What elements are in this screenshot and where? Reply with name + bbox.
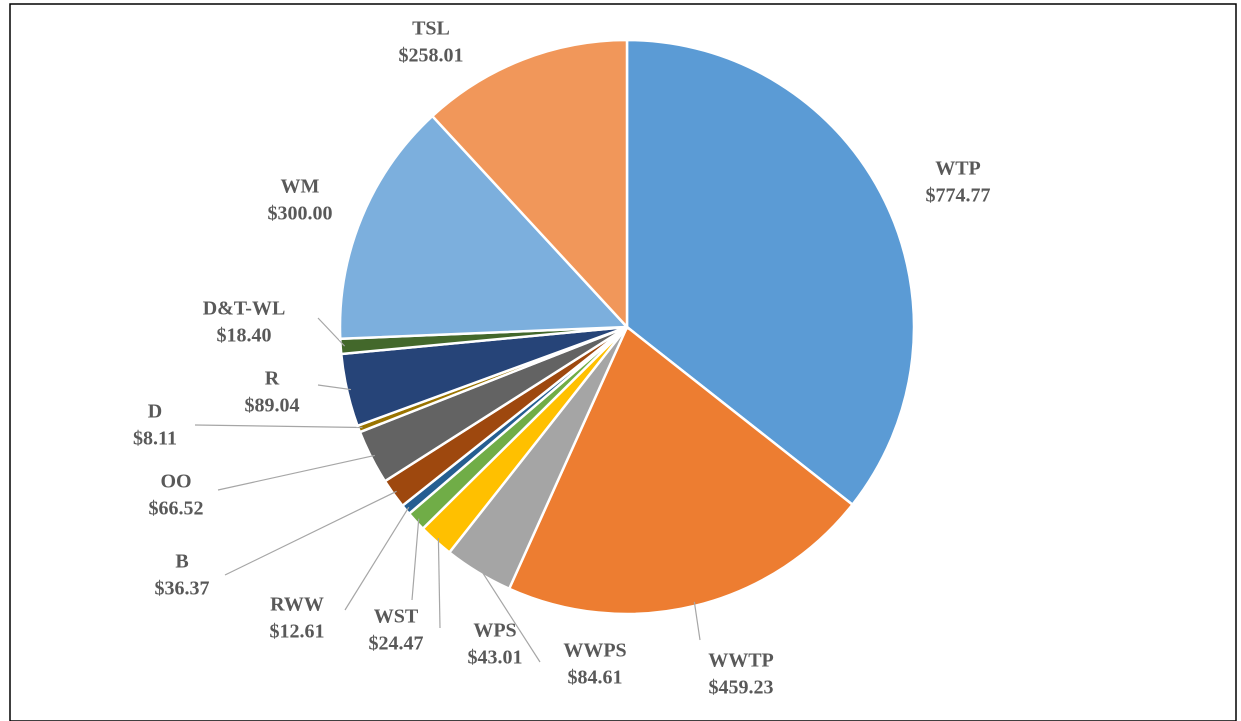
leader-line xyxy=(194,424,363,429)
leader-line xyxy=(217,454,375,491)
slice-label-value: $12.61 xyxy=(270,621,325,643)
slice-label-value: $84.61 xyxy=(568,667,623,689)
slice-label-value: $8.11 xyxy=(133,428,177,450)
slice-label-name: D xyxy=(148,401,162,423)
slice-label-value: $300.00 xyxy=(268,203,333,225)
leader-line xyxy=(437,537,441,629)
pie-slice xyxy=(625,38,916,507)
slice-label-name: D&T-WL xyxy=(203,298,286,320)
pie-slice xyxy=(338,114,630,341)
slice-label-name: B xyxy=(175,551,188,573)
slice-label-name: RWW xyxy=(270,594,324,616)
slice-label-name: WPS xyxy=(473,620,516,642)
leader-line xyxy=(479,568,541,663)
slice-label-value: $258.01 xyxy=(399,45,464,67)
slice-label-name: WST xyxy=(374,606,419,628)
leader-line xyxy=(411,518,420,601)
pie-slice xyxy=(430,38,629,331)
slice-label-value: $18.40 xyxy=(217,325,272,347)
slice-label-value: $89.04 xyxy=(245,395,300,417)
slice-label-name: WM xyxy=(281,176,320,198)
slice-label-value: $774.77 xyxy=(926,185,991,207)
slice-label-value: $43.01 xyxy=(468,647,523,669)
slice-label-name: R xyxy=(265,368,280,390)
slice-label-name: WTP xyxy=(935,158,981,180)
slice-label-value: $66.52 xyxy=(149,498,204,520)
slice-label-name: TSL xyxy=(412,18,450,40)
slice-label-name: WWPS xyxy=(563,640,626,662)
leader-line xyxy=(224,490,397,576)
slice-label-value: $24.47 xyxy=(369,633,424,655)
slice-label-name: WWTP xyxy=(708,650,774,672)
leader-line xyxy=(693,601,701,641)
slice-label-value: $459.23 xyxy=(709,677,774,699)
slice-label-value: $36.37 xyxy=(155,578,210,600)
leader-line xyxy=(344,506,410,611)
leader-line xyxy=(317,384,352,391)
slice-label-name: OO xyxy=(160,471,191,493)
leader-line xyxy=(317,317,346,347)
